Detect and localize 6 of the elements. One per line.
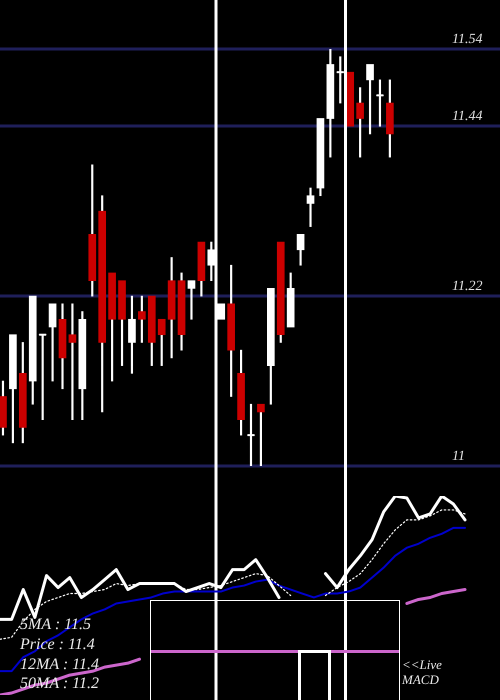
y-tick-label: 11 [452, 449, 465, 464]
y-tick-label: 11.44 [452, 109, 482, 124]
y-tick-label: 11.54 [452, 32, 482, 47]
annotation: <<Live MACD [402, 657, 443, 687]
y-tick-label: 11.22 [452, 279, 482, 294]
annotation: 12MA : 11.4 [20, 656, 99, 673]
